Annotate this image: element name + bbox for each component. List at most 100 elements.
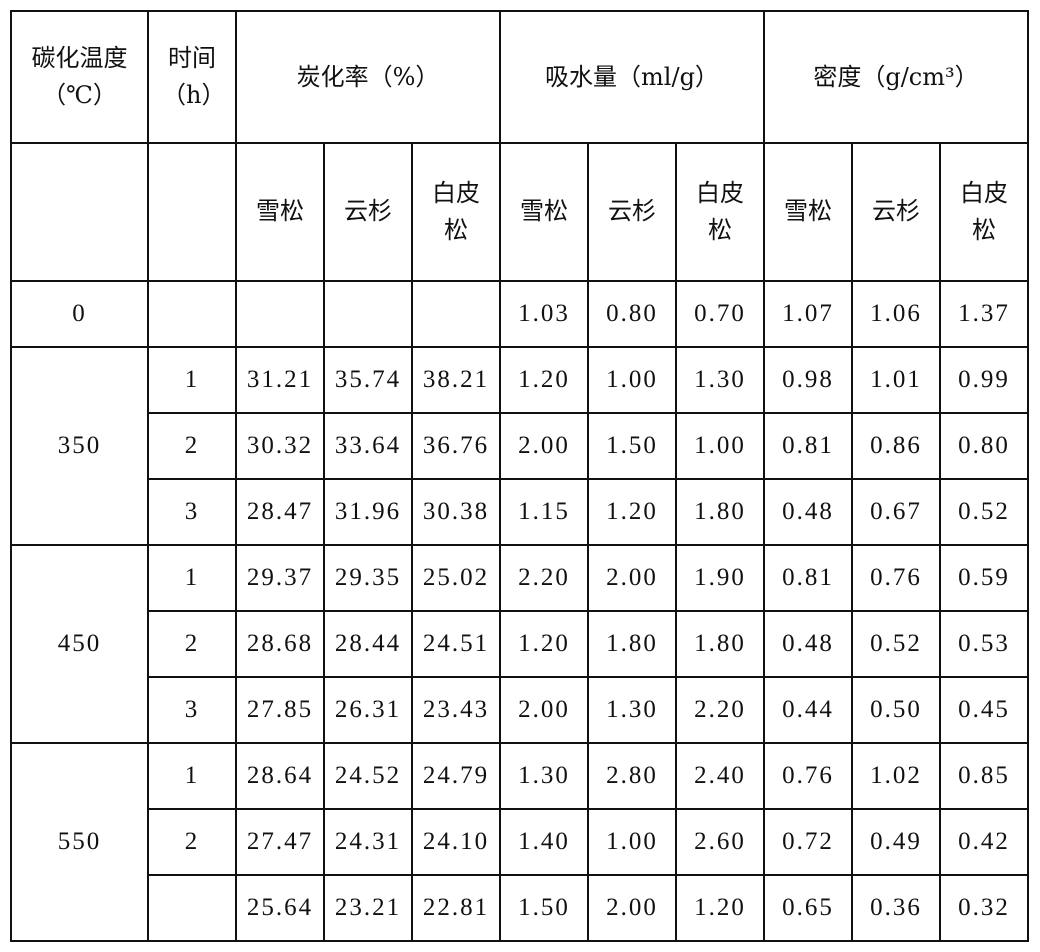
value-cell: 0.99	[939, 346, 1029, 414]
temp-cell: 350	[10, 346, 149, 546]
value-cell: 1.20	[499, 610, 589, 678]
value-cell: 0.48	[763, 478, 853, 546]
species-label: 云杉	[872, 197, 920, 226]
value-cell: 36.76	[411, 412, 501, 480]
table-row: 350 1 31.21 35.74 38.21 1.20 1.00 1.30 0.98 1.01 0…	[10, 346, 1029, 546]
species-header: 云杉	[323, 142, 413, 282]
value-cell: 22.81	[411, 874, 501, 942]
value-cell: 29.37	[235, 544, 325, 612]
value-cell: 0.81	[763, 544, 853, 612]
value-cell: 2.00	[587, 874, 677, 942]
value-cell: 0.76	[763, 742, 853, 810]
species-header: 云杉	[851, 142, 941, 282]
value-cell: 24.51	[411, 610, 501, 678]
value-cell: 0.80	[939, 412, 1029, 480]
value-cell: 2.60	[675, 808, 765, 876]
table-row: 2 27.47 24.31 24.10 1.40 1.00 2.60 0.72 0.49 0.42	[11, 808, 1029, 876]
value-cell: 2.20	[675, 676, 765, 744]
value-cell: 24.52	[323, 742, 413, 810]
table-row: 3 28.47 31.96 30.38 1.15 1.20 1.80 0.48 0.67 0.52	[11, 478, 1029, 546]
value-cell: 0.48	[763, 610, 853, 678]
value-cell: 27.47	[235, 808, 325, 876]
value-cell: 1.37	[939, 280, 1029, 348]
empty-cell	[10, 142, 149, 282]
value-cell: 1.15	[499, 478, 589, 546]
time-cell	[147, 874, 237, 942]
value-cell: 0.76	[851, 544, 941, 612]
value-cell: 31.21	[235, 346, 325, 414]
value-cell: 0.52	[851, 610, 941, 678]
value-cell: 26.31	[323, 676, 413, 744]
value-cell: 1.20	[499, 346, 589, 414]
value-cell: 0.81	[763, 412, 853, 480]
species-label: 雪松	[256, 197, 304, 226]
time-cell: 2	[147, 412, 237, 480]
value-cell: 30.38	[411, 478, 501, 546]
species-label: 云杉	[344, 197, 392, 226]
temp-cell: 550	[10, 742, 149, 942]
value-cell: 0.67	[851, 478, 941, 546]
value-cell: 0.50	[851, 676, 941, 744]
value-cell: 1.90	[675, 544, 765, 612]
value-cell: 1.01	[851, 346, 941, 414]
header-time: 时间（h）	[147, 10, 237, 144]
value-cell: 2.80	[587, 742, 677, 810]
value-cell: 0.80	[587, 280, 677, 348]
species-label: 雪松	[520, 197, 568, 226]
value-cell: 25.64	[235, 874, 325, 942]
value-cell: 0.49	[851, 808, 941, 876]
value-cell: 2.00	[499, 676, 589, 744]
value-cell	[235, 280, 325, 348]
header-density: 密度（g/cm³）	[763, 10, 1029, 144]
value-cell: 28.44	[323, 610, 413, 678]
data-table: 碳化温度（℃） 时间（h） 炭化率（%） 吸水量（ml/g） 密度（g/cm³）…	[10, 10, 1029, 942]
value-cell: 35.74	[323, 346, 413, 414]
species-row: 雪松 云杉 白皮松 雪松 云杉 白皮松 雪松 云杉 白皮松	[10, 142, 1029, 282]
temp-cell: 0	[10, 280, 149, 348]
value-cell: 0.45	[939, 676, 1029, 744]
table-row: 0 1.03 0.80 0.70 1.07 1.06 1.37	[10, 280, 1029, 348]
value-cell	[411, 280, 501, 348]
species-header: 雪松	[499, 142, 589, 282]
value-cell: 0.65	[763, 874, 853, 942]
value-cell: 28.47	[235, 478, 325, 546]
value-cell: 0.44	[763, 676, 853, 744]
value-cell: 31.96	[323, 478, 413, 546]
value-cell: 38.21	[411, 346, 501, 414]
value-cell: 1.40	[499, 808, 589, 876]
species-header: 白皮松	[939, 142, 1029, 282]
table-row: 2 28.68 28.44 24.51 1.20 1.80 1.80 0.48 0.52 0.53	[11, 610, 1029, 678]
time-cell: 2	[147, 610, 237, 678]
time-cell: 2	[147, 808, 237, 876]
table-row: 2 30.32 33.64 36.76 2.00 1.50 1.00 0.81 0.86 0.80	[11, 412, 1029, 480]
header-carbonization-rate: 炭化率（%）	[235, 10, 501, 144]
value-cell: 1.07	[763, 280, 853, 348]
value-cell: 1.02	[851, 742, 941, 810]
value-cell: 0.53	[939, 610, 1029, 678]
header-water-absorption: 吸水量（ml/g）	[499, 10, 765, 144]
value-cell: 28.68	[235, 610, 325, 678]
value-cell: 0.72	[763, 808, 853, 876]
value-cell: 2.20	[499, 544, 589, 612]
time-cell: 1	[147, 544, 237, 612]
value-cell: 0.98	[763, 346, 853, 414]
table-row: 3 27.85 26.31 23.43 2.00 1.30 2.20 0.44 0.50 0.45	[11, 676, 1029, 744]
value-cell: 1.30	[675, 346, 765, 414]
value-cell: 29.35	[323, 544, 413, 612]
empty-cell	[147, 142, 237, 282]
value-cell: 1.20	[587, 478, 677, 546]
value-cell: 1.80	[675, 610, 765, 678]
time-cell: 1	[147, 346, 237, 414]
value-cell: 0.59	[939, 544, 1029, 612]
time-cell: 1	[147, 742, 237, 810]
value-cell: 1.20	[675, 874, 765, 942]
value-cell: 1.00	[587, 808, 677, 876]
header-time-label: 时间（h）	[162, 43, 226, 109]
value-cell: 24.10	[411, 808, 501, 876]
value-cell: 0.32	[939, 874, 1029, 942]
species-label: 雪松	[784, 197, 832, 226]
value-cell: 30.32	[235, 412, 325, 480]
value-cell: 2.00	[587, 544, 677, 612]
value-cell: 0.70	[675, 280, 765, 348]
value-cell: 0.36	[851, 874, 941, 942]
